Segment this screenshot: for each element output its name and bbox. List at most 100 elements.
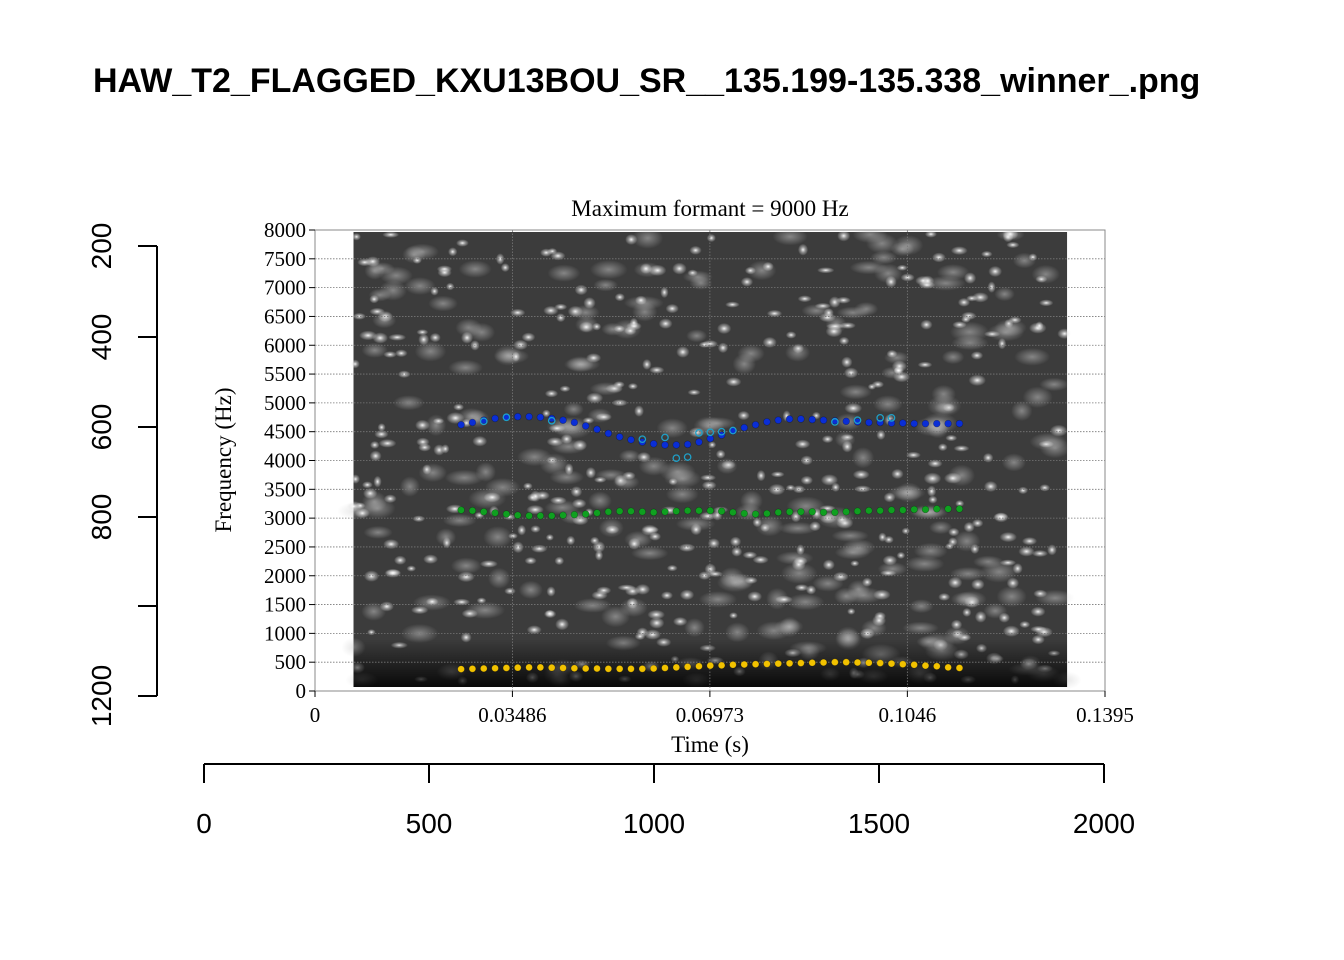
spectrogram-speckle	[614, 293, 625, 302]
spectrogram-speckle	[500, 263, 510, 273]
formant-point	[740, 509, 748, 518]
formant-point	[831, 418, 839, 426]
formant-point	[899, 506, 907, 514]
formant-point	[955, 664, 964, 672]
spectrogram-speckle	[867, 383, 876, 390]
y-tick-label: 6500	[264, 304, 306, 328]
spectrogram-speckle	[665, 485, 699, 504]
spectrogram-speckle	[589, 260, 628, 280]
spectrogram-speckle	[883, 492, 896, 503]
spectrogram-speckle	[594, 550, 604, 561]
formant-point	[661, 508, 669, 516]
spectrogram-speckle	[559, 385, 571, 393]
formant-point	[593, 425, 601, 434]
y-tick-label: 3000	[264, 506, 306, 530]
y-tick-label: 6000	[264, 333, 306, 357]
formant-point	[627, 665, 635, 673]
spectrogram-speckle	[839, 322, 856, 329]
spectrogram-speckle	[963, 521, 975, 533]
spectrogram-speckle	[785, 331, 797, 339]
spectrogram-speckle	[1047, 544, 1057, 556]
x-tick-label: 0.06973	[676, 703, 744, 727]
formant-point	[548, 512, 556, 520]
formant-point	[910, 505, 918, 514]
spectrogram-speckle	[988, 265, 1003, 277]
formant-point	[536, 512, 545, 520]
y-tick-label: 7000	[264, 276, 306, 300]
spectrogram-speckle	[450, 557, 482, 575]
spectrogram-speckle	[968, 374, 986, 386]
spectrogram-speckle	[444, 469, 485, 486]
formant-point	[717, 507, 726, 515]
spectrogram-speckle	[437, 267, 452, 278]
formant-point	[831, 508, 839, 517]
formant-point	[672, 441, 681, 449]
y-tick-label: 2000	[264, 564, 306, 588]
spectrogram-speckle	[487, 567, 511, 589]
formant-point	[480, 508, 488, 516]
formant-point	[853, 507, 862, 515]
spectrogram-speckle	[971, 519, 984, 528]
formant-point	[887, 414, 896, 422]
spectrogram-speckle	[938, 592, 951, 601]
formant-point	[910, 661, 918, 669]
formant-point	[876, 659, 884, 667]
formant-point	[853, 658, 862, 667]
spectrogram-speckle	[586, 353, 602, 363]
spectrogram-speckle	[952, 321, 967, 329]
spectrogram-speckle	[448, 359, 483, 376]
formant-point	[695, 428, 703, 437]
spectrogram-speckle	[649, 366, 665, 374]
spectrogram-speckle	[821, 435, 834, 444]
spectrogram-speckle	[780, 562, 818, 584]
spectrogram-speckle	[725, 622, 750, 643]
spectrogram-speckle	[800, 455, 813, 466]
spectrogram-speckle	[752, 555, 769, 564]
formant-point	[559, 511, 567, 519]
spectrogram-speckle	[896, 551, 906, 559]
spectrogram-speckle	[729, 612, 738, 619]
formant-point	[842, 658, 850, 666]
spectrogram-speckle	[762, 336, 777, 348]
y-tick-label: 2500	[264, 535, 306, 559]
formant-point	[547, 416, 556, 425]
spectrogram-speckle	[953, 445, 970, 452]
spectrogram-speckle	[369, 450, 382, 462]
spectrogram-speckle	[521, 332, 536, 342]
formant-point	[525, 512, 533, 520]
spectrogram-speckle	[843, 367, 859, 379]
outer-x-tick-label: 1500	[848, 808, 910, 839]
formant-point	[774, 416, 782, 424]
spectrogram-speckle	[632, 230, 664, 249]
spectrogram-speckle	[415, 419, 430, 431]
spectrogram-speckle	[834, 587, 858, 605]
spectrogram-speckle	[951, 335, 989, 351]
spectrogram-speckle	[893, 235, 924, 256]
outer-x-tick-label: 0	[196, 808, 212, 839]
spectrogram-speckle	[544, 389, 559, 398]
formant-point	[615, 665, 624, 673]
formant-point	[774, 659, 782, 668]
spectrogram-speckle	[809, 521, 821, 532]
spectrogram-speckle	[495, 253, 505, 265]
y-axis-label: Frequency (Hz)	[211, 388, 236, 533]
spectrogram-speckle	[742, 551, 758, 559]
spectrogram-speckle	[379, 601, 394, 612]
spectrogram-speckle	[352, 312, 366, 320]
spectrogram-speckle	[641, 524, 659, 536]
spectrogram-speckle	[794, 584, 809, 592]
spectrogram-speckle	[927, 459, 943, 468]
formant-point	[649, 440, 658, 448]
spectrogram-speckle	[379, 266, 413, 285]
formant-point	[944, 419, 952, 428]
spectrogram-speckle	[402, 245, 426, 264]
formant-point	[729, 508, 737, 517]
spectrogram-speckle	[416, 437, 430, 447]
formant-point	[570, 664, 579, 672]
formant-point	[502, 664, 511, 672]
formant-point	[468, 506, 477, 515]
spectrogram-speckle	[805, 585, 817, 595]
spectrogram-speckle	[531, 544, 548, 553]
spectrogram-speckle	[729, 536, 742, 547]
